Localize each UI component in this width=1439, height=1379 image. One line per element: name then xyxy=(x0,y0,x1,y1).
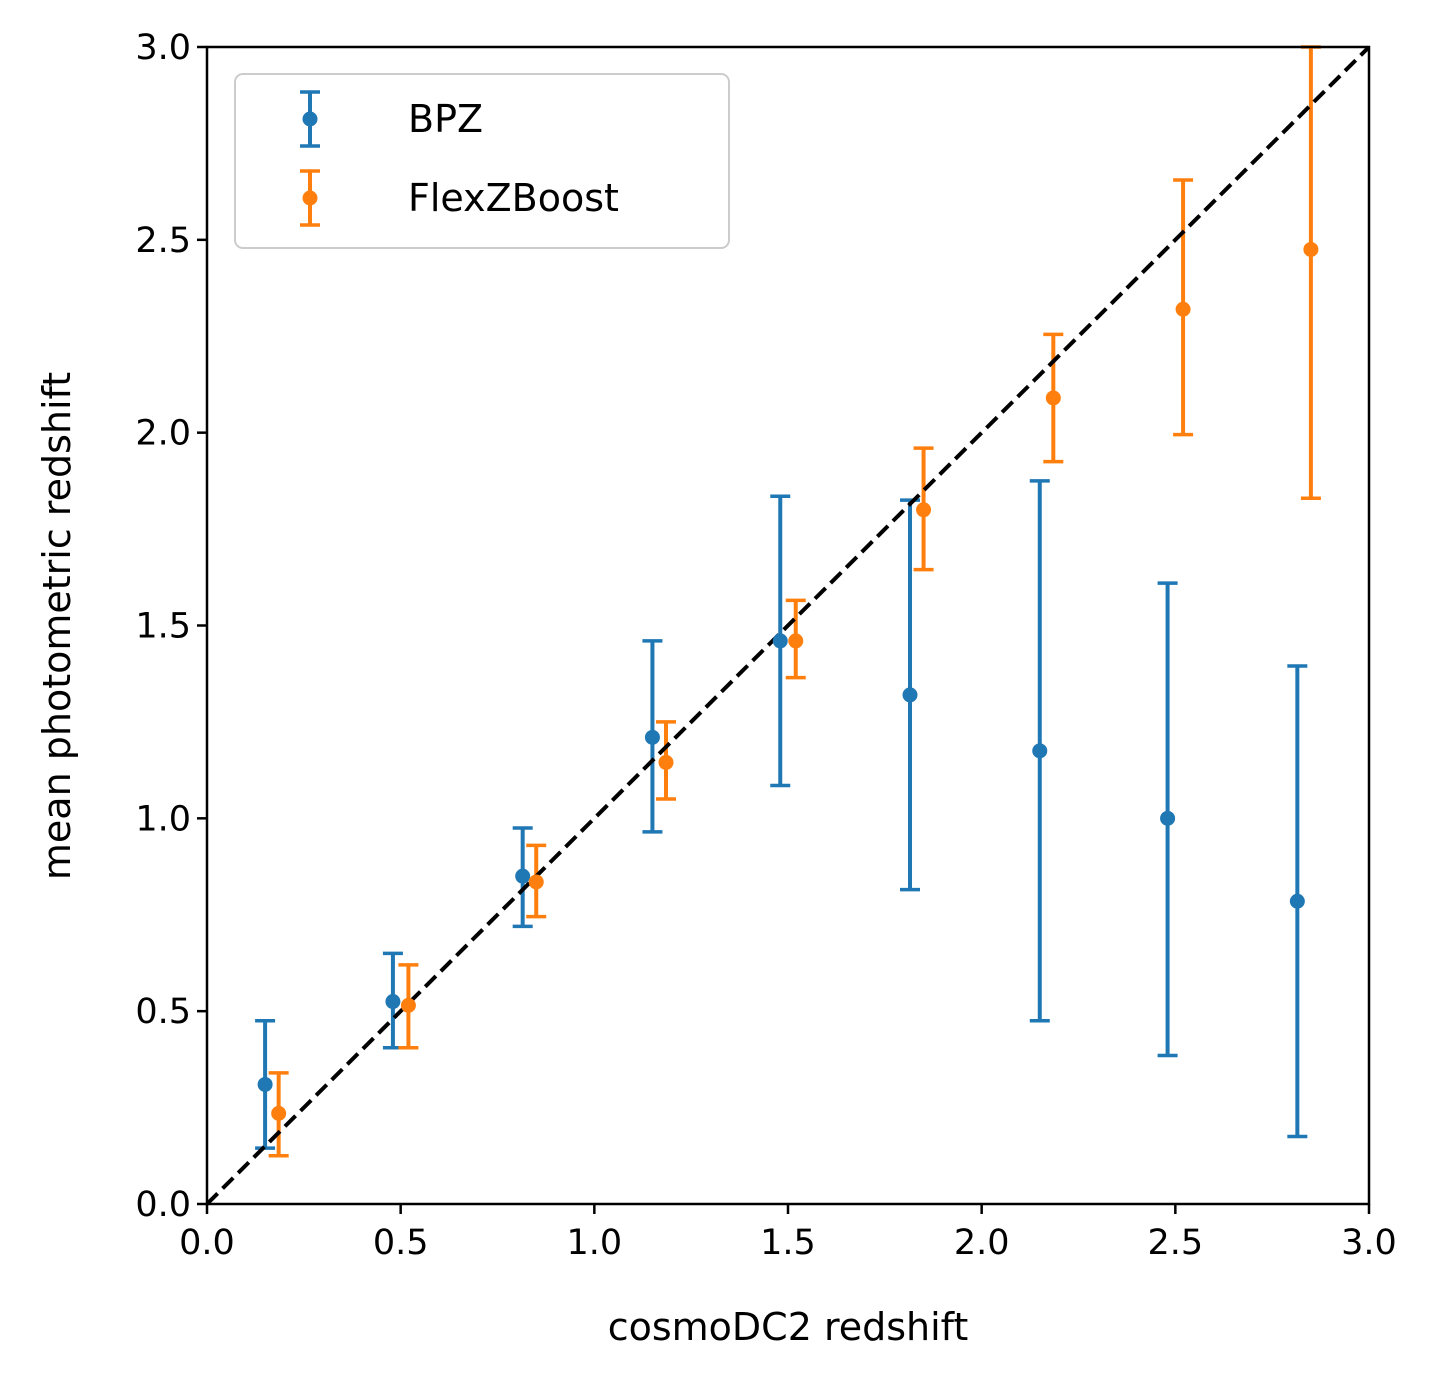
data-point xyxy=(1160,810,1176,826)
y-axis-label: mean photometric redshift xyxy=(35,372,79,880)
x-axis-label: cosmoDC2 redshift xyxy=(608,1305,969,1349)
data-point xyxy=(257,1076,273,1092)
y-tick-label: 0.5 xyxy=(135,992,191,1032)
points-bpz xyxy=(257,633,1305,1092)
y-tick-label: 3.0 xyxy=(135,28,191,68)
points-flexzboost xyxy=(271,241,1319,1121)
y-tick-label: 0.0 xyxy=(135,1185,191,1225)
legend-box xyxy=(234,73,730,249)
data-point xyxy=(1175,301,1191,317)
y-tick-label: 1.5 xyxy=(135,607,191,647)
data-point xyxy=(515,868,531,884)
data-point xyxy=(1289,893,1305,909)
axes: 0.0 0.5 1.0 1.5 2.0 2.5 3.0 0.0 0.5 1.0 1.5 2.0 2.5 3… xyxy=(135,28,1397,1263)
data-point xyxy=(916,502,932,518)
data-point xyxy=(385,994,401,1010)
legend-marker-point xyxy=(302,111,318,127)
x-tick-label: 1.0 xyxy=(566,1223,622,1263)
data-point xyxy=(1303,241,1319,257)
plot-area xyxy=(207,45,1369,1206)
y-tick-label: 2.5 xyxy=(135,221,191,261)
y-tick-label: 2.0 xyxy=(135,414,191,454)
plot-content xyxy=(207,45,1369,1206)
y-tick-label: 1.0 xyxy=(135,799,191,839)
x-tick-label: 0.0 xyxy=(179,1223,235,1263)
x-tick-label: 2.0 xyxy=(954,1223,1010,1263)
x-tick-label: 2.5 xyxy=(1147,1223,1203,1263)
x-tick-label: 0.5 xyxy=(373,1223,429,1263)
data-point xyxy=(1045,390,1061,406)
legend-label: BPZ xyxy=(408,97,483,141)
data-point xyxy=(658,754,674,770)
data-point xyxy=(400,997,416,1013)
x-tick-label: 1.5 xyxy=(760,1223,816,1263)
data-point xyxy=(271,1105,287,1121)
data-point xyxy=(772,633,788,649)
data-point xyxy=(788,633,804,649)
data-point xyxy=(1032,743,1048,759)
legend-marker-point xyxy=(302,190,318,206)
identity-line xyxy=(207,45,1369,1206)
data-point xyxy=(528,874,544,890)
legend-label: FlexZBoost xyxy=(408,176,619,220)
data-point xyxy=(644,729,660,745)
legend: BPZ FlexZBoost xyxy=(234,73,730,249)
x-tick-label: 3.0 xyxy=(1341,1223,1397,1263)
data-point xyxy=(902,687,918,703)
